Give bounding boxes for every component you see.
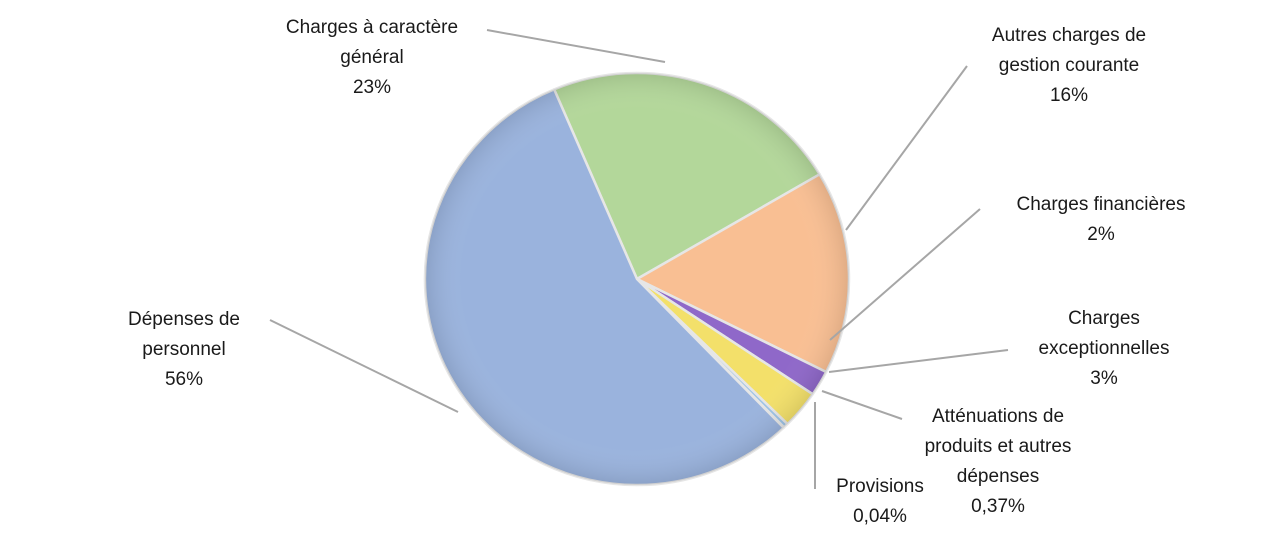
slice-value-label: 0,04%	[853, 506, 907, 527]
leader-line-attenuations-de-produits-et-autres-depenses	[821, 390, 903, 420]
slice-category-label: personnel	[142, 339, 225, 360]
slice-label-depenses-de-personnel: Dépenses de personnel 56%	[128, 309, 240, 390]
slice-category-label: exceptionnelles	[1039, 338, 1170, 359]
leader-line-autres-charges-de-gestion-courante	[845, 65, 968, 231]
slice-category-label: gestion courante	[999, 55, 1140, 76]
slice-value-label: 0,37%	[971, 496, 1025, 517]
slice-category-label: Autres charges de	[992, 25, 1146, 46]
slice-value-label: 2%	[1087, 224, 1115, 245]
slice-category-label: Charges financières	[1017, 194, 1186, 215]
leader-line-depenses-de-personnel	[269, 319, 459, 413]
slice-category-label: Charges	[1068, 308, 1140, 329]
slice-value-label: 23%	[353, 77, 391, 98]
leader-lines	[269, 29, 1009, 489]
slice-category-label: Atténuations de	[932, 406, 1064, 427]
slice-label-charges-financieres: Charges financières 2%	[1017, 194, 1186, 245]
pie-shading	[425, 73, 849, 485]
slice-value-label: 56%	[165, 369, 203, 390]
slice-value-label: 3%	[1090, 368, 1118, 389]
leader-line-charges-exceptionnelles	[828, 349, 1009, 373]
slice-category-label: produits et autres	[925, 436, 1072, 457]
slice-category-label: dépenses	[957, 466, 1039, 487]
slice-label-charges-exceptionnelles: Charges exceptionnelles 3%	[1039, 308, 1170, 389]
slice-label-charges-a-caractere-general: Charges à caractère général 23%	[286, 17, 458, 98]
leader-line-charges-a-caractere-general	[486, 29, 666, 63]
slice-label-autres-charges-de-gestion-courante: Autres charges de gestion courante 16%	[992, 25, 1146, 106]
slice-category-label: Charges à caractère	[286, 17, 458, 38]
slice-label-provisions: Provisions 0,04%	[836, 476, 924, 527]
slice-category-label: général	[340, 47, 403, 68]
slice-category-label: Dépenses de	[128, 309, 240, 330]
slice-label-attenuations-de-produits-et-autres-depenses: Atténuations de produits et autres dépense…	[925, 406, 1072, 517]
leader-line-charges-financieres	[829, 208, 981, 341]
slice-category-label: Provisions	[836, 476, 924, 497]
slice-value-label: 16%	[1050, 85, 1088, 106]
slice-labels: Charges à caractère général 23% Autres char…	[128, 17, 1185, 527]
